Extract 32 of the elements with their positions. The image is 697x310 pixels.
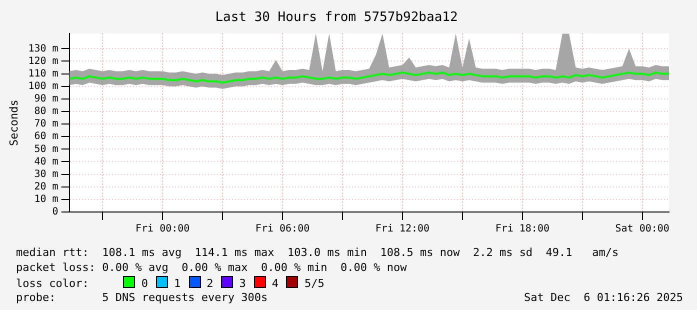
legend-label: 1 bbox=[174, 277, 181, 290]
text: median rtt: 108.1 ms avg 114.1 ms max 103.0 ms min 108.5 ms now 2.2 ms sd 49.1 am/s bbox=[16, 246, 619, 260]
legend-label: 4 bbox=[272, 277, 278, 290]
x-tick-label: Fri 12:00 bbox=[375, 224, 430, 235]
y-tick-label: 60 m bbox=[34, 131, 58, 142]
y-tick-label: 130 m bbox=[28, 43, 58, 54]
x-tick-label: Fri 06:00 bbox=[255, 224, 310, 235]
y-tick-label: 40 m bbox=[34, 156, 58, 168]
y-tick-label: 30 m bbox=[34, 168, 58, 180]
y-tick-label: 10 m bbox=[34, 194, 58, 206]
y-tick-label: 110 m bbox=[28, 68, 58, 80]
legend-label: 2 bbox=[206, 277, 214, 290]
text: probe: 5 DNS requests every 300s bbox=[16, 291, 268, 305]
y-tick-label: 100 m bbox=[28, 80, 58, 92]
text: Sat Dec 6 01:16:26 2025 bbox=[524, 291, 683, 305]
x-tick-label: Fri 00:00 bbox=[135, 224, 190, 235]
y-tick-label: 20 m bbox=[34, 181, 58, 192]
legend-label: 0 bbox=[141, 277, 148, 290]
y-tick-label: 120 m bbox=[28, 56, 58, 67]
legend-label: 5/5 bbox=[304, 277, 324, 290]
x-tick-label: Sat 00:00 bbox=[615, 224, 670, 235]
y-tick-label: 0 bbox=[52, 206, 58, 218]
y-tick-label: 50 m bbox=[34, 144, 58, 155]
y-tick-label: 90 m bbox=[34, 94, 58, 105]
y-axis-title: Seconds bbox=[7, 100, 20, 146]
chart-title: Last 30 Hours from 5757b92baa12 bbox=[215, 10, 458, 26]
y-tick-label: 80 m bbox=[34, 106, 58, 118]
y-tick-label: 70 m bbox=[34, 118, 58, 130]
text: packet loss: 0.00 % avg 0.00 % max 0.00 % min 0.00 % now bbox=[16, 261, 407, 275]
legend-title: loss color: bbox=[16, 277, 90, 290]
legend-label: 3 bbox=[239, 277, 246, 290]
x-tick-label: Fri 18:00 bbox=[495, 224, 550, 235]
